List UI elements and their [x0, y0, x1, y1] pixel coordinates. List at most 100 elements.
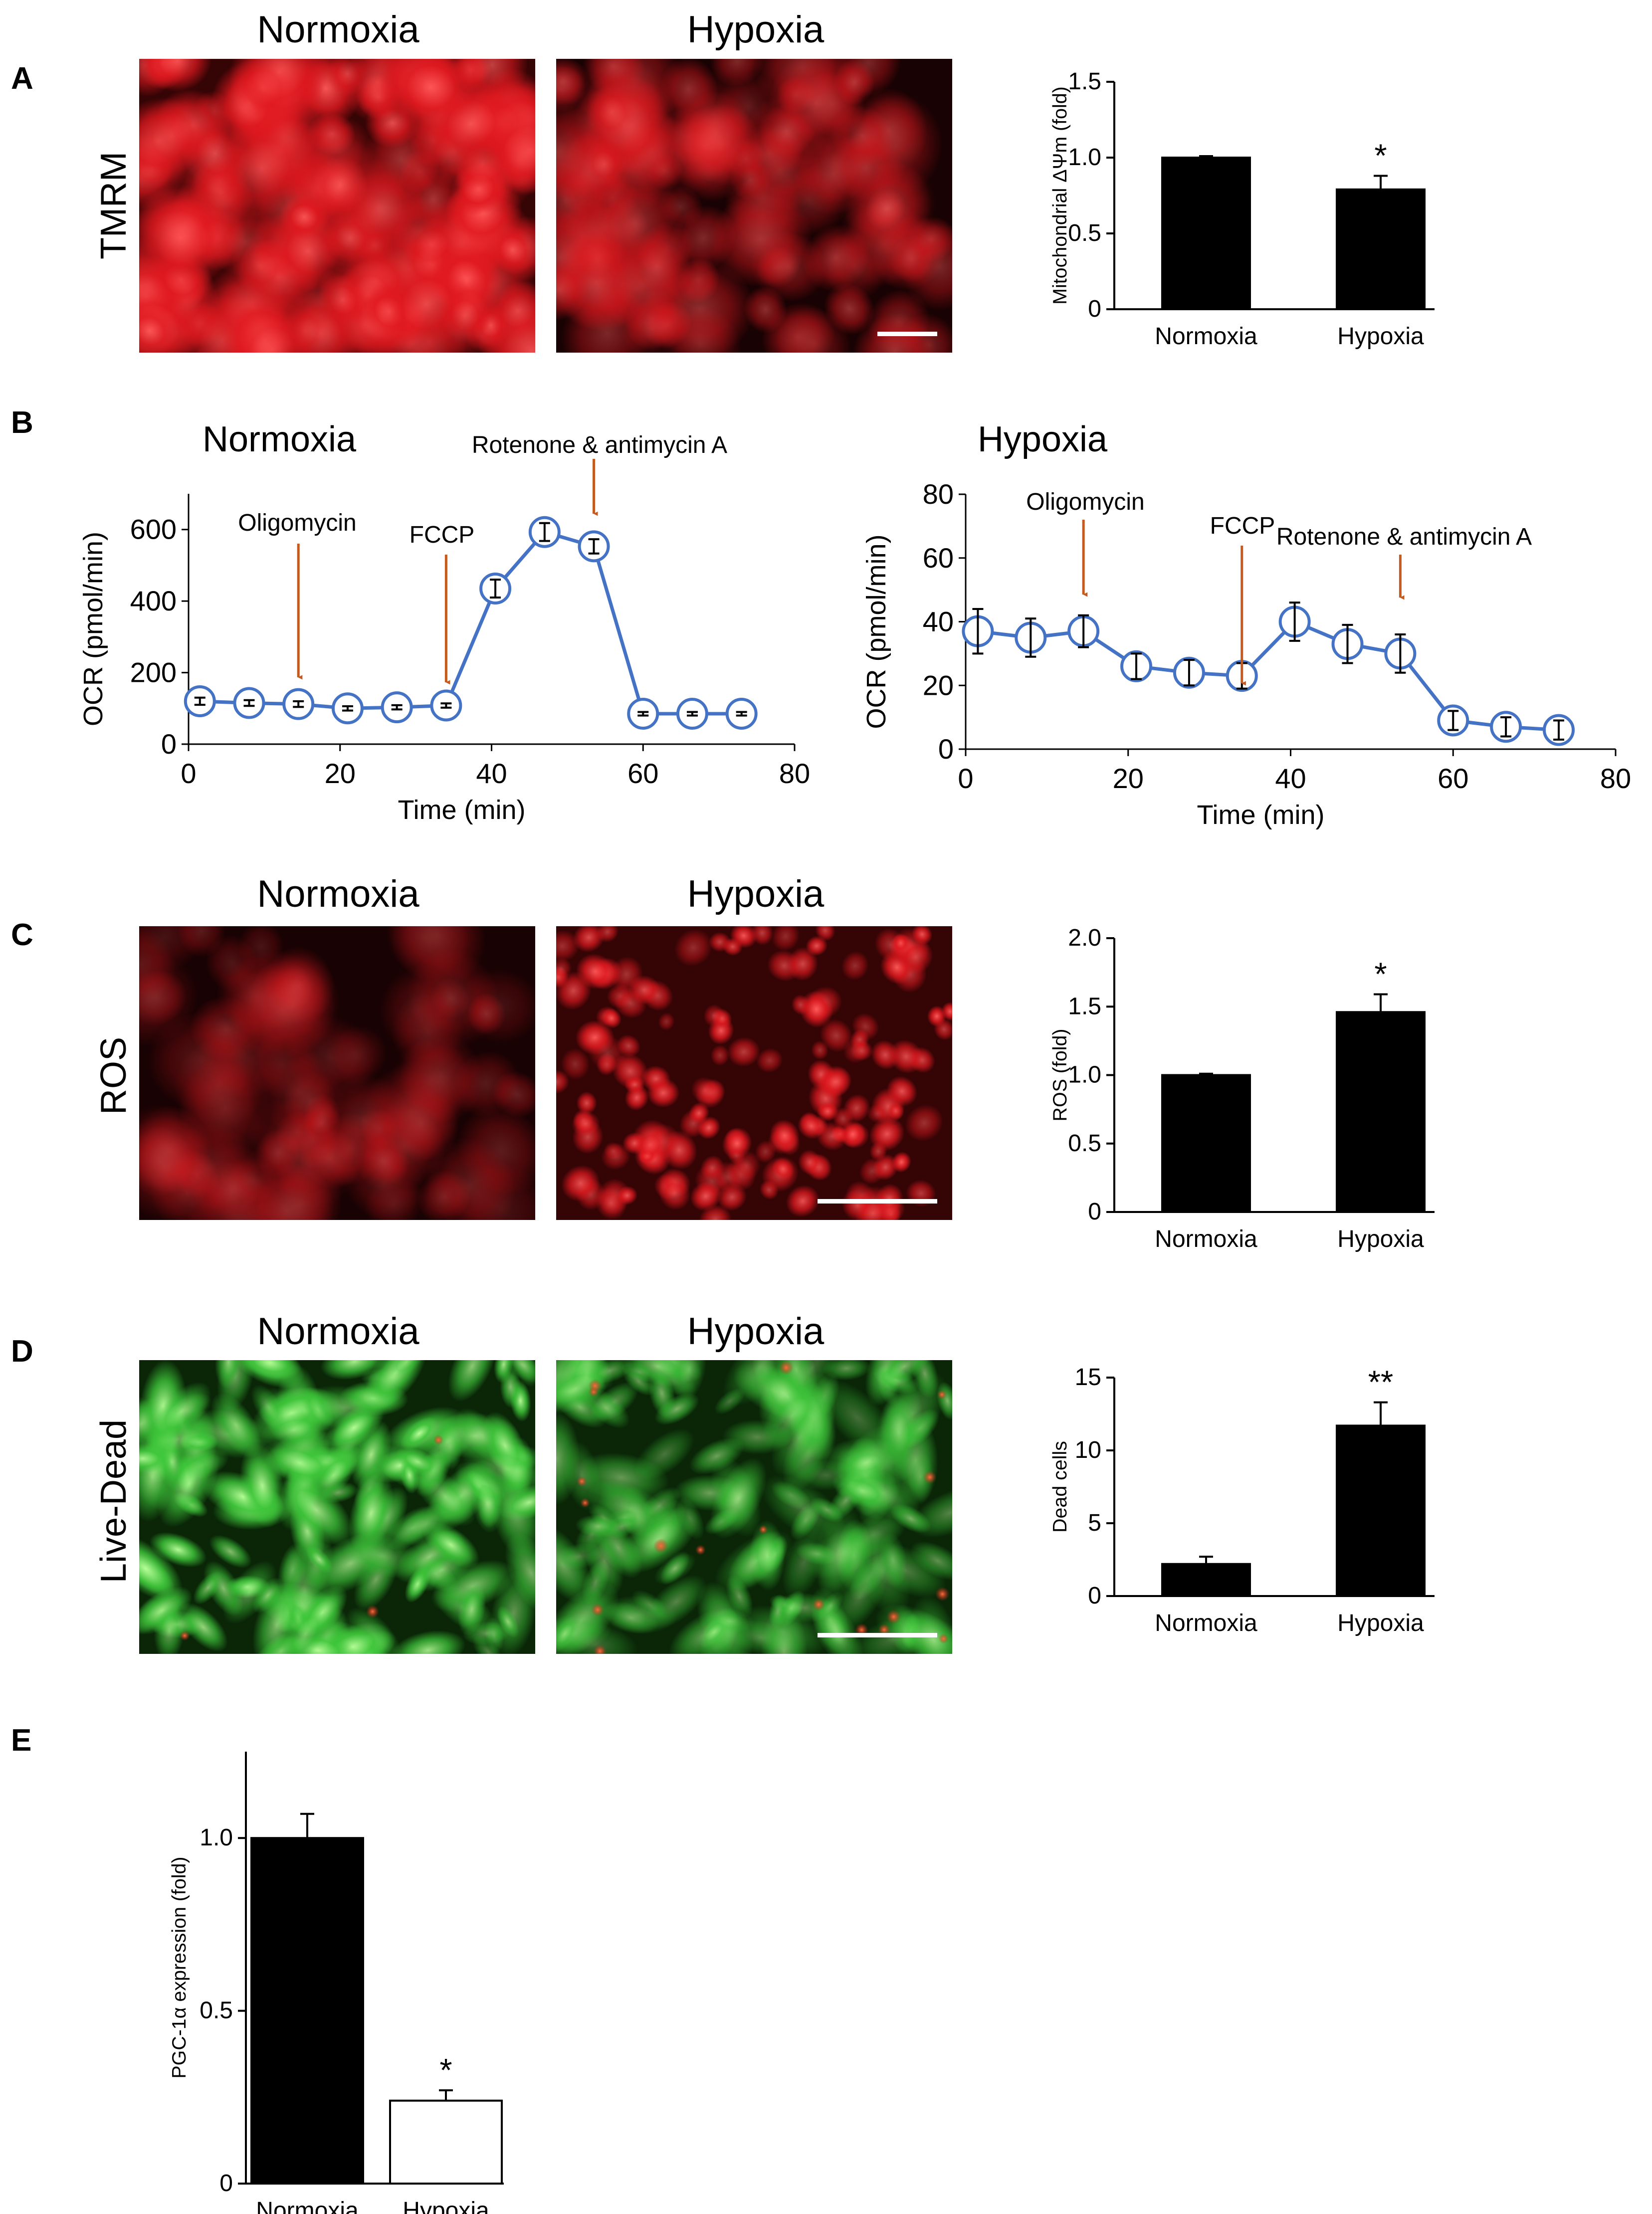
- cell-blob: [710, 1457, 767, 1539]
- y-axis-label: Mitochondrial ΔΨm (fold): [1049, 86, 1071, 305]
- y-tick-label: 1.0: [1068, 1062, 1101, 1088]
- dead-cell: [593, 1644, 607, 1654]
- cell-blob: [786, 1185, 820, 1217]
- cell-blob: [209, 1535, 252, 1569]
- y-axis-label: OCR (pmol/min): [861, 534, 891, 729]
- cell-blob: [810, 1497, 844, 1523]
- significance-mark: *: [1374, 137, 1387, 174]
- cell-blob: [762, 1383, 823, 1449]
- cell-blob: [588, 1360, 633, 1384]
- y-tick-label: 10: [1075, 1437, 1101, 1463]
- dead-cell: [433, 1434, 444, 1445]
- cell-blob: [691, 1076, 720, 1104]
- cell-blob: [617, 1186, 638, 1205]
- cell-blob: [252, 1577, 284, 1613]
- cell-blob: [402, 217, 461, 273]
- cell-blob: [910, 1595, 952, 1654]
- cell-blob: [634, 1128, 667, 1162]
- dead-cell: [180, 1630, 190, 1641]
- cell-blob: [703, 1004, 724, 1027]
- cell-blob: [648, 1368, 675, 1418]
- cell-blob: [139, 926, 204, 973]
- bar-normoxia: [1161, 1563, 1251, 1598]
- cell-blob: [324, 1404, 384, 1452]
- cell-blob: [911, 1487, 952, 1538]
- cell-blob: [627, 975, 661, 1005]
- row-label-ros: ROS: [94, 1037, 134, 1115]
- cell-blob: [415, 1410, 480, 1473]
- y-tick-label: 60: [923, 542, 954, 574]
- cell-blob: [239, 1360, 301, 1380]
- cell-blob: [869, 1141, 887, 1161]
- col-header-d-normoxia: Normoxia: [257, 1310, 419, 1353]
- cell-blob: [646, 1078, 680, 1108]
- cell-blob: [654, 1553, 696, 1585]
- y-tick-label: 40: [923, 606, 954, 637]
- cell-blob: [390, 1630, 466, 1654]
- injection-label: Oligomycin: [238, 510, 356, 536]
- injection-label: FCCP: [410, 522, 475, 548]
- cell-blob: [814, 1505, 863, 1599]
- cell-blob: [851, 1012, 879, 1040]
- cell-blob: [722, 937, 743, 956]
- y-tick-label: 80: [923, 478, 954, 510]
- cell-blob: [878, 1360, 931, 1388]
- chart-d-dead-cells: 0 5 10 15 Normoxia Hypoxia ** Dead cells: [1049, 1364, 1435, 1636]
- cell-blob: [556, 59, 590, 106]
- significance-mark: *: [439, 2052, 452, 2088]
- bar-hypoxia: [1336, 188, 1426, 310]
- cell-blob: [561, 1048, 590, 1080]
- x-tick-label: Normoxia: [1155, 323, 1257, 350]
- panel-label-b: B: [11, 405, 33, 440]
- dead-cell: [935, 1587, 950, 1602]
- cell-blob: [588, 1033, 626, 1072]
- x-tick-label: Normoxia: [1155, 1226, 1257, 1252]
- ocr-series-line: [200, 530, 742, 716]
- cell-blob: [139, 1535, 183, 1602]
- cell-blob: [776, 306, 851, 353]
- cell-blob: [319, 1074, 408, 1165]
- cell-blob: [582, 1387, 630, 1429]
- dead-cell: [580, 1498, 590, 1508]
- cell-blob: [324, 1025, 388, 1086]
- y-tick-label: 5: [1088, 1510, 1101, 1536]
- cell-blob: [855, 1196, 891, 1220]
- cell-blob: [139, 1115, 213, 1220]
- cell-blob: [671, 1360, 707, 1403]
- cell-blob: [674, 929, 713, 967]
- cell-blob: [290, 135, 390, 230]
- cell-blob: [386, 59, 475, 127]
- cell-blob: [317, 274, 368, 326]
- bar-normoxia: [1161, 157, 1251, 310]
- cell-blob: [245, 953, 340, 1057]
- cell-blob: [843, 1094, 870, 1123]
- injection-label: Rotenone & antimycin A: [1276, 524, 1532, 550]
- cell-blob: [261, 1440, 339, 1486]
- chart-b-normoxia-ocr: 0 200 400 600 0 20 40 60 80 Time (min) OCR (pmol/m…: [78, 419, 810, 825]
- cell-blob: [815, 926, 835, 942]
- cell-blob: [440, 287, 490, 344]
- cell-blob: [833, 59, 875, 105]
- dead-cell: [779, 1360, 794, 1375]
- dead-cell: [695, 1545, 706, 1555]
- cell-blob: [302, 1102, 341, 1144]
- cell-blob: [941, 1002, 952, 1021]
- cell-blob: [229, 59, 296, 120]
- cell-blob: [576, 1091, 598, 1115]
- scale-bar: [818, 1633, 937, 1637]
- cell-blob: [414, 1467, 476, 1527]
- x-tick-label: Hypoxia: [1337, 1226, 1424, 1252]
- cell-blob: [586, 84, 637, 140]
- cell-blob: [820, 1018, 853, 1052]
- y-tick-label: 20: [923, 669, 954, 701]
- cell-blob: [771, 926, 800, 952]
- bar-normoxia: [250, 1837, 364, 2185]
- x-tick-label: Normoxia: [1155, 1610, 1257, 1636]
- cell-blob: [489, 225, 535, 275]
- cell-blob: [725, 1575, 753, 1618]
- dead-cell: [577, 1476, 587, 1487]
- cell-blob: [430, 978, 470, 1019]
- cell-blob: [139, 96, 207, 175]
- cell-blob: [818, 1591, 844, 1620]
- cell-blob: [210, 1393, 261, 1458]
